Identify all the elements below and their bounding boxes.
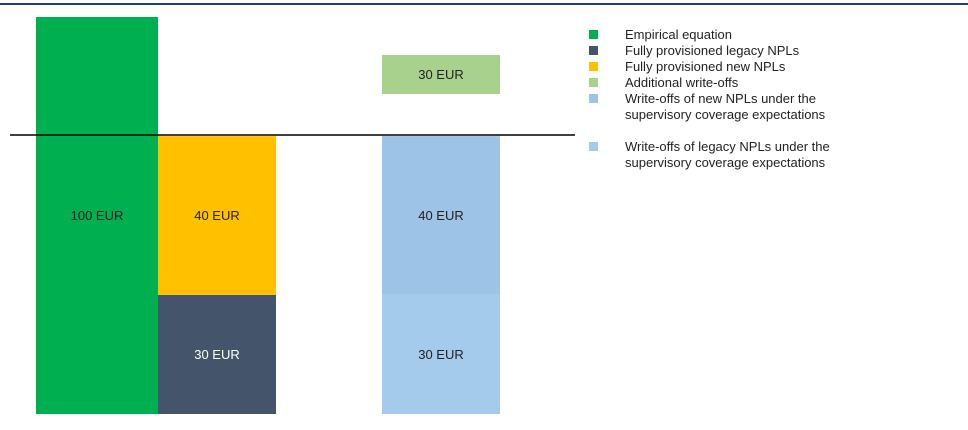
legend-item: Write-offs of new NPLs under the supervi… (586, 91, 845, 123)
legend-swatch (589, 142, 598, 151)
legend: Empirical equation Fully provisioned lega… (586, 27, 886, 171)
legend-label: Fully provisioned new NPLs (625, 59, 786, 74)
legend-swatch (589, 78, 598, 87)
legend-item: Fully provisioned legacy NPLs (586, 43, 845, 59)
legend-item: Additional write-offs (586, 75, 845, 91)
legend-item: Empirical equation (586, 27, 845, 43)
value-label: 40 EUR (418, 208, 464, 223)
value-label: 100 EUR (71, 208, 124, 223)
legend-swatch (589, 94, 598, 103)
value-label: 40 EUR (194, 208, 240, 223)
bar (158, 294, 276, 414)
bar (382, 55, 500, 94)
legend-item: Fully provisioned new NPLs (586, 59, 845, 75)
legend-label: Empirical equation (625, 27, 732, 42)
bar (36, 17, 158, 414)
legend-item: Write-offs of legacy NPLs under the supe… (586, 139, 845, 171)
value-label: 30 EUR (194, 347, 240, 362)
bar (158, 136, 276, 295)
value-label: 30 EUR (418, 347, 464, 362)
value-label: 30 EUR (418, 67, 464, 82)
legend-label: Additional write-offs (625, 75, 739, 90)
legend-swatch (589, 46, 598, 55)
bar (382, 294, 500, 414)
legend-swatch (589, 30, 598, 39)
legend-swatch (589, 62, 598, 71)
bar (382, 136, 500, 295)
legend-label: Write-offs of new NPLs under the supervi… (625, 91, 826, 122)
legend-label: Fully provisioned legacy NPLs (625, 43, 800, 58)
legend-label: Write-offs of legacy NPLs under the supe… (625, 139, 830, 170)
